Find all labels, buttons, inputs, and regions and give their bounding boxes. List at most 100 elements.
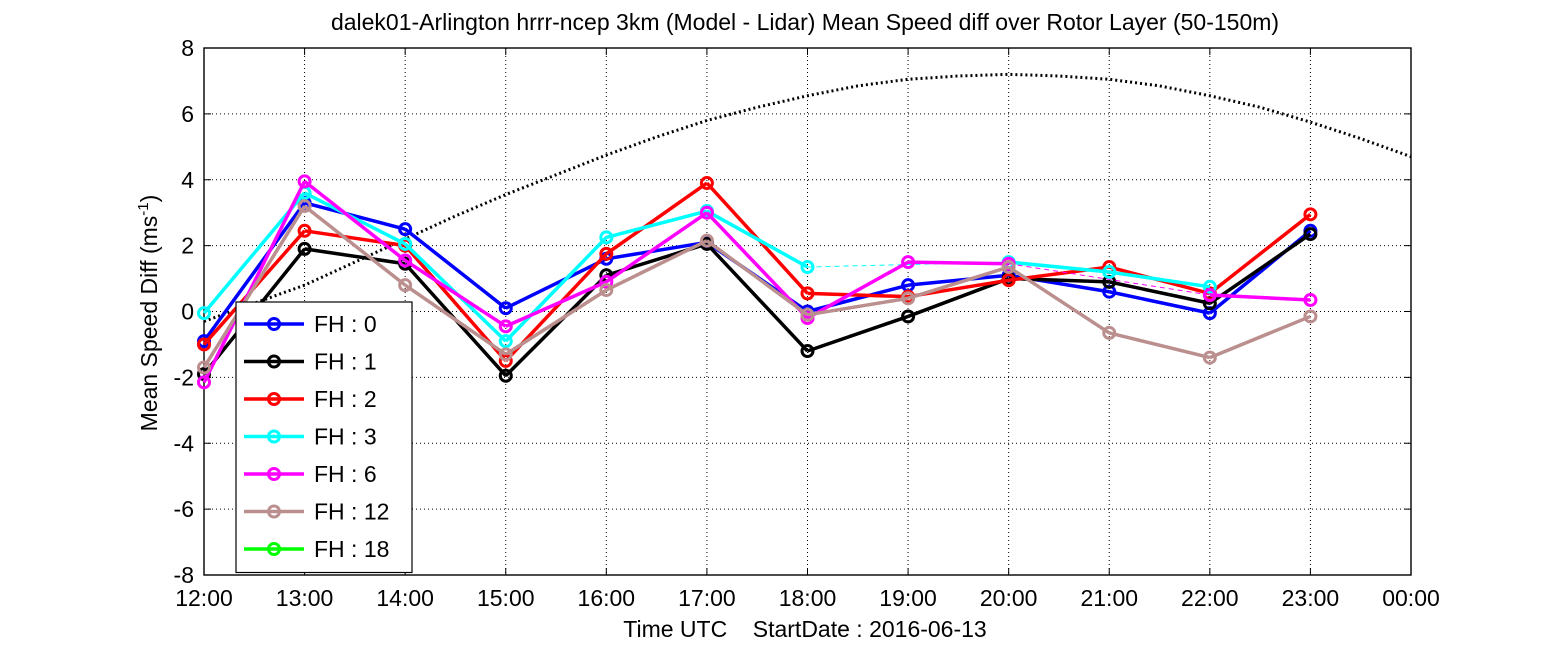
series-line-segment: [706, 209, 809, 269]
data-point: [599, 283, 614, 298]
y-tick-label: 2: [181, 233, 194, 259]
data-point: [498, 347, 513, 362]
y-tick-label: -4: [174, 430, 195, 456]
data-point: [398, 278, 413, 293]
legend-label: FH : 1: [314, 349, 377, 375]
data-point: [1303, 309, 1318, 324]
data-point: [498, 353, 513, 368]
data-point: [1102, 264, 1117, 279]
series-line-segment: [705, 242, 809, 353]
series-line-segment: [605, 239, 708, 292]
data-point: [901, 309, 916, 324]
series-line-segment: [504, 274, 608, 377]
x-tick-label: 22:00: [1181, 585, 1239, 611]
series-line-segment: [1108, 331, 1211, 360]
x-tick-label: 20:00: [980, 585, 1038, 611]
x-tick-label: 18:00: [779, 585, 837, 611]
series-line-segment: [605, 211, 708, 284]
data-point: [699, 233, 714, 248]
data-point: [1303, 227, 1318, 242]
data-point: [197, 306, 211, 321]
data-point: [599, 274, 614, 289]
series-line-segment: [304, 229, 406, 248]
series-line-segment: [202, 205, 307, 369]
y-tick-label: -2: [174, 364, 194, 390]
y-tick-label: -6: [174, 496, 194, 522]
data-point: [398, 253, 413, 268]
x-tick-label: 15:00: [477, 585, 535, 611]
data-point: [1303, 292, 1318, 307]
series-line-segment: [1108, 280, 1211, 305]
series-line-segment: [606, 240, 708, 261]
data-point: [297, 199, 312, 214]
data-point: [800, 344, 815, 359]
series-line-segment: [605, 181, 708, 256]
data-point: [901, 255, 916, 270]
data-point: [297, 223, 312, 238]
y-tick-label: 6: [181, 101, 194, 127]
series-line-segment: [303, 191, 406, 246]
series-line-segment: [807, 291, 909, 299]
data-point: [498, 319, 513, 334]
legend-marker: [267, 429, 281, 444]
data-point: [498, 334, 513, 349]
y-axis-label-prefix: Mean Speed Diff (ms: [136, 216, 162, 432]
series-line-segment: [907, 273, 1009, 287]
data-point: [800, 286, 815, 301]
x-axis-label: Time UTC StartDate : 2016-06-13: [623, 616, 986, 642]
data-point: [1202, 279, 1217, 294]
data-point: [800, 307, 815, 322]
series-line-segment: [908, 260, 1009, 266]
series-group: [197, 185, 1217, 349]
y-axis-label: Mean Speed Diff (ms-1): [135, 195, 162, 432]
legend-label: FH : 18: [314, 536, 389, 562]
legend-marker: [267, 467, 281, 481]
series-line-segment: [1108, 270, 1211, 289]
data-point: [800, 260, 815, 275]
chart-title: dalek01-Arlington hrrr-ncep 3km (Model -…: [331, 9, 1279, 35]
legend: FH : 0 FH : 1 FH : 2 FH : 3 FH : 6 FH : 12 FH …: [235, 301, 413, 574]
series-line-segment: [505, 280, 608, 328]
series-line-segment: [1007, 265, 1111, 335]
x-tick-label: 16:00: [578, 585, 636, 611]
series-line-segment: [1209, 293, 1311, 302]
legend-marker: [267, 317, 281, 331]
series-line-segment: [807, 261, 1009, 268]
legend-marker: [267, 354, 281, 369]
series-line-segment: [1208, 212, 1312, 295]
series-line-segment: [705, 239, 809, 317]
series-line-segment: [1108, 290, 1211, 315]
series-line-segment: [807, 296, 909, 317]
data-point: [699, 176, 714, 191]
data-point: [398, 236, 413, 251]
data-point: [1303, 207, 1318, 222]
data-point: [197, 337, 211, 352]
series-line-segment: [1008, 263, 1210, 296]
series-line-segment: [304, 247, 406, 266]
series-line-segment: [1209, 314, 1312, 360]
data-point: [1102, 325, 1117, 340]
legend-label: FH : 0: [314, 311, 377, 337]
data-point: [1202, 288, 1217, 303]
series-line-segment: [907, 276, 1010, 319]
y-tick-label: 0: [181, 299, 194, 325]
data-point: [197, 360, 211, 375]
series-line-segment: [504, 257, 608, 310]
x-tick-label: 21:00: [1080, 585, 1138, 611]
legend-label: FH : 12: [314, 499, 389, 525]
x-tick-label: 17:00: [678, 585, 736, 611]
series-line-segment: [404, 227, 507, 310]
data-point: [498, 368, 513, 383]
series-line-segment: [806, 314, 909, 353]
series-line-segment: [202, 180, 307, 384]
x-tick-label: 12:00: [175, 585, 233, 611]
series-line-segment: [806, 260, 909, 320]
series-line-segment: [404, 283, 507, 356]
data-point: [1001, 273, 1016, 288]
data-point: [398, 222, 413, 237]
series-line-segment: [504, 288, 608, 356]
series-line-segment: [404, 258, 507, 328]
y-tick-label: -8: [174, 562, 194, 588]
